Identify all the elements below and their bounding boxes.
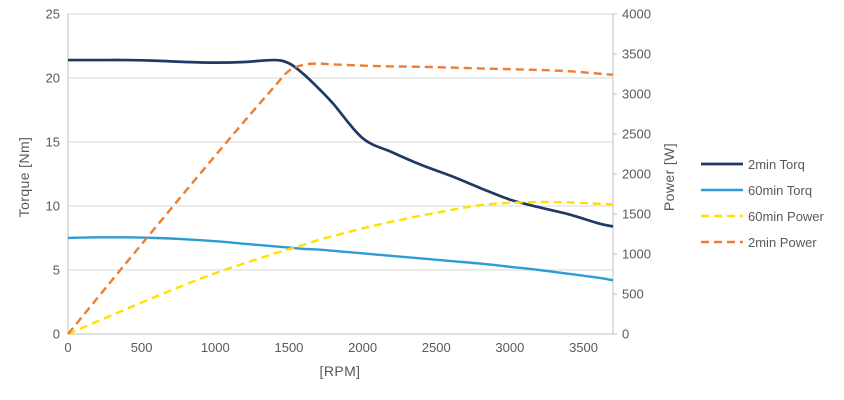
x-tick-label: 3000 <box>495 340 524 355</box>
legend-label: 2min Power <box>748 234 817 250</box>
x-tick-label: 1500 <box>274 340 303 355</box>
legend: 2min Torq 60min Torq 60min Power 2min Power <box>701 151 824 255</box>
legend-item-2min-power: 2min Power <box>701 229 824 255</box>
x-tick-label: 500 <box>131 340 153 355</box>
right-axis-title: Power [W] <box>661 142 677 212</box>
x-tick-label: 2500 <box>422 340 451 355</box>
left-tick-label: 5 <box>53 263 60 278</box>
left-tick-label: 15 <box>46 135 60 150</box>
legend-item-60min-torq: 60min Torq <box>701 177 824 203</box>
legend-label: 60min Torq <box>748 182 813 198</box>
right-tick-label: 3000 <box>622 87 651 102</box>
x-tick-label: 0 <box>64 340 71 355</box>
x-axis-title: [RPM] <box>319 363 361 379</box>
right-tick-label: 1500 <box>622 207 651 222</box>
legend-line-sample <box>701 162 743 166</box>
legend-line-sample <box>701 240 743 244</box>
left-tick-label: 0 <box>53 327 60 342</box>
left-tick-label: 20 <box>46 71 60 86</box>
right-tick-label: 3500 <box>622 47 651 62</box>
legend-line-sample <box>701 188 743 192</box>
left-tick-label: 25 <box>46 7 60 22</box>
x-tick-label: 2000 <box>348 340 377 355</box>
right-tick-label: 1000 <box>622 247 651 262</box>
right-tick-label: 2500 <box>622 127 651 142</box>
left-axis-title: Torque [Nm] <box>16 136 32 218</box>
right-tick-label: 0 <box>622 327 629 342</box>
series-line-2min-torq <box>68 58 614 228</box>
series-line-60min-power <box>67 200 614 336</box>
legend-line-sample <box>701 214 743 218</box>
legend-item-2min-torq: 2min Torq <box>701 151 824 177</box>
legend-label: 2min Torq <box>748 156 805 172</box>
left-tick-label: 10 <box>46 199 60 214</box>
legend-item-60min-power: 60min Power <box>701 203 824 229</box>
right-tick-label: 4000 <box>622 7 651 22</box>
right-tick-label: 500 <box>622 287 644 302</box>
right-tick-label: 2000 <box>622 167 651 182</box>
series-line-2min-power <box>67 62 614 335</box>
x-tick-label: 1000 <box>201 340 230 355</box>
x-tick-label: 3500 <box>569 340 598 355</box>
legend-label: 60min Power <box>748 208 824 224</box>
series-line-60min-torq <box>67 236 614 282</box>
